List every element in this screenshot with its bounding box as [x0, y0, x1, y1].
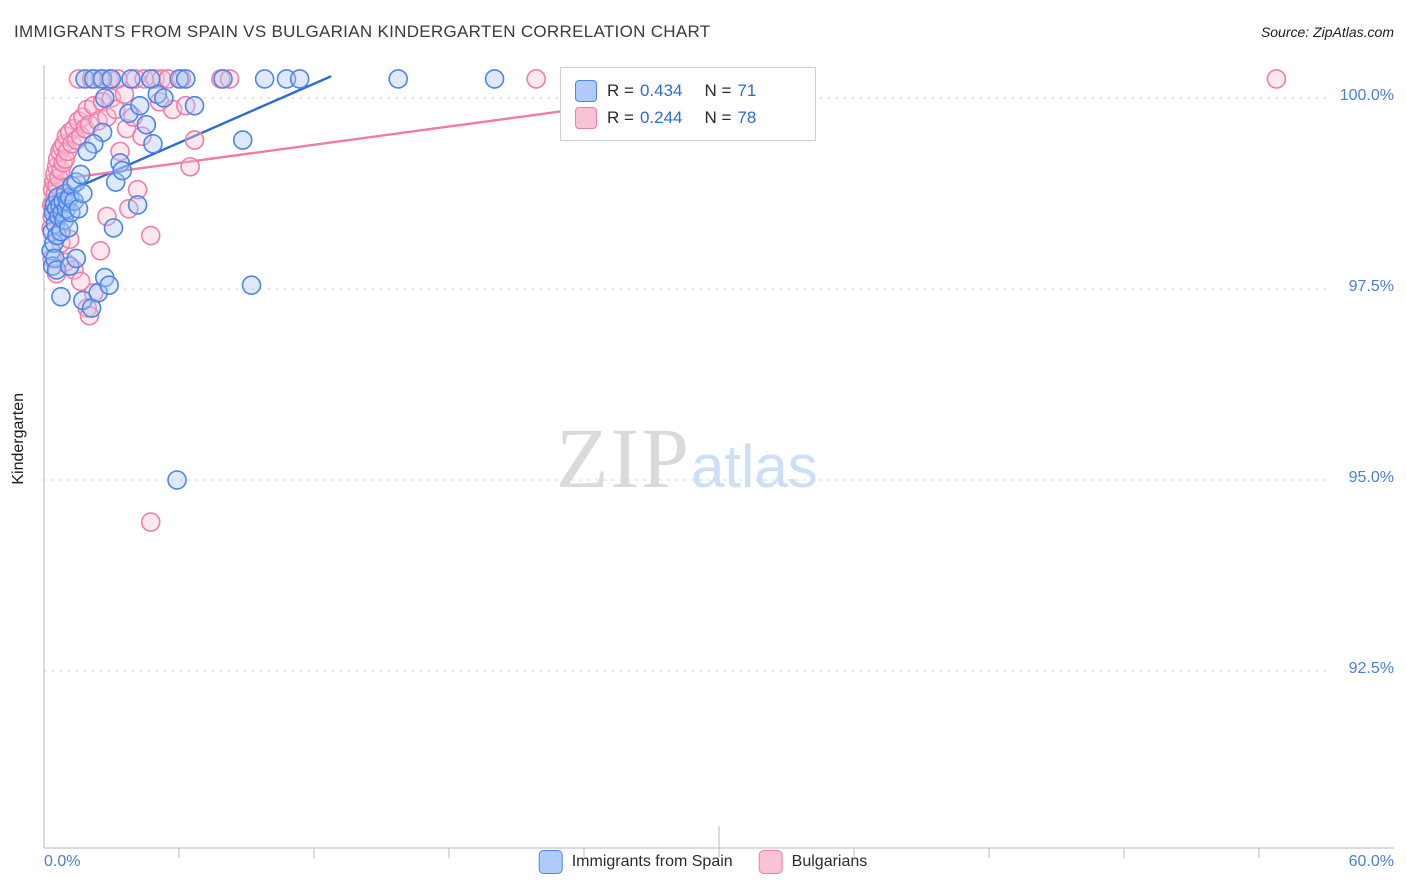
- legend-row-bulgarians: R = 0.244 N = 78: [575, 104, 801, 131]
- n-value: 78: [737, 107, 757, 127]
- n-label: N =: [704, 80, 732, 100]
- legend-item-label: Immigrants from Spain: [571, 853, 733, 870]
- n-label: N =: [704, 107, 732, 127]
- y-tick-label-100: 100.0%: [1339, 87, 1394, 104]
- n-value: 71: [737, 80, 757, 100]
- chart-title: IMMIGRANTS FROM SPAIN VS BULGARIAN KINDE…: [14, 22, 711, 41]
- correlation-legend-box: R = 0.434 N = 71 R = 0.244 N = 78: [560, 67, 816, 141]
- pink-series-swatch: [758, 850, 783, 874]
- y-tick-label-92-5: 92.5%: [1348, 660, 1394, 677]
- r-value: 0.244: [639, 107, 683, 127]
- x-tick-label-min: 0.0%: [44, 853, 81, 870]
- r-value: 0.434: [639, 80, 683, 100]
- y-tick-label-97-5: 97.5%: [1348, 278, 1394, 295]
- watermark-zip: ZIP: [556, 410, 691, 506]
- pink-series-swatch: [575, 106, 597, 129]
- y-tick-label-95: 95.0%: [1348, 469, 1394, 486]
- blue-series-swatch: [538, 850, 563, 874]
- blue-series-swatch: [575, 79, 597, 102]
- legend-item-bulgarians: Bulgarians: [758, 850, 868, 874]
- bottom-legend: Immigrants from Spain Bulgarians: [538, 850, 868, 874]
- watermark: ZIPatlas: [556, 408, 818, 508]
- legend-item-spain: Immigrants from Spain: [538, 850, 733, 874]
- r-label: R =: [607, 80, 634, 100]
- watermark-atlas: atlas: [691, 433, 818, 500]
- legend-item-label: Bulgarians: [791, 853, 868, 870]
- r-label: R =: [607, 107, 634, 127]
- legend-row-spain: R = 0.434 N = 71: [575, 77, 801, 104]
- x-tick-label-max: 60.0%: [1348, 853, 1394, 870]
- source-attribution: Source: ZipAtlas.com: [1260, 24, 1394, 40]
